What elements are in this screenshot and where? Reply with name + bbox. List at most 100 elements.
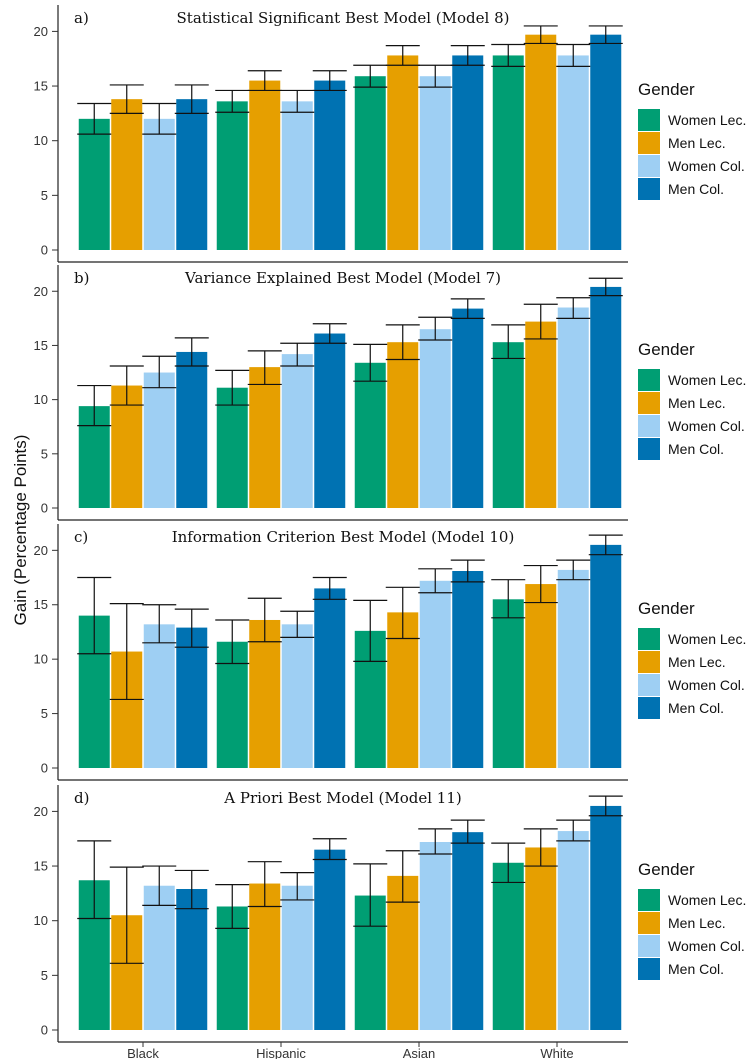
error-bar [109, 603, 144, 701]
error-bar [385, 45, 420, 66]
error-bar [312, 576, 347, 600]
panel-title: A Priori Best Model (Model 11) [223, 789, 461, 807]
y-tick-label: 5 [41, 968, 48, 983]
panel-title: Statistical Significant Best Model (Mode… [177, 9, 510, 27]
bar [216, 387, 248, 508]
bar [111, 385, 143, 508]
error-bar [353, 343, 388, 382]
chart-panel: 0 5 10 15 20 b) Variance Explained Best Model … [34, 265, 628, 521]
legend-swatch [638, 674, 660, 696]
error-bar [523, 564, 558, 604]
legend-title: Gender [638, 340, 695, 359]
bar [143, 118, 175, 250]
bar [590, 286, 622, 508]
bar [281, 354, 313, 508]
legend: Gender Women Lec. Men Lec. Women Col. Men Co… [638, 340, 746, 460]
panel-letter: a) [74, 9, 89, 27]
bar [281, 885, 313, 1030]
error-bar [174, 869, 209, 910]
error-bar [142, 604, 177, 644]
bar [525, 847, 557, 1030]
y-axis-label: Gain (Percentage Points) [11, 435, 30, 626]
legend-swatch [638, 109, 660, 131]
y-tick-label: 20 [34, 24, 48, 39]
error-bar [385, 324, 420, 361]
y-tick-label: 20 [34, 284, 48, 299]
bar [492, 55, 524, 250]
error-bar [385, 850, 420, 903]
legend: Gender Women Lec. Men Lec. Women Col. Men Co… [638, 80, 746, 200]
chart-panel: 0 5 10 15 20 a) Statistical Significant Best M… [34, 5, 628, 263]
error-bar [523, 303, 558, 340]
legend-label: Women Lec. [668, 112, 746, 128]
bar [452, 55, 484, 250]
error-bar [312, 838, 347, 861]
bar [249, 80, 281, 251]
legend-title: Gender [638, 860, 695, 879]
bar [387, 342, 419, 508]
error-bar [109, 84, 144, 114]
y-tick-label: 15 [34, 338, 48, 353]
bar [249, 619, 281, 768]
bar [557, 569, 589, 768]
error-bar [491, 43, 526, 67]
error-bar [174, 84, 209, 114]
error-bar [280, 872, 315, 901]
bar [525, 34, 557, 250]
error-bar [385, 586, 420, 640]
error-bar [491, 579, 526, 619]
bar [281, 624, 313, 768]
bar [452, 571, 484, 768]
error-bar [215, 619, 250, 665]
chart-panel: 0 5 10 15 20 c) Information Criterion Best Mod… [34, 524, 628, 781]
bar [143, 372, 175, 508]
legend-swatch [638, 369, 660, 391]
legend-swatch [638, 651, 660, 673]
error-bar [280, 342, 315, 367]
category-labels: Black Hispanic Asian White [127, 1042, 574, 1059]
y-tick-label: 5 [41, 446, 48, 461]
legend-label: Men Col. [668, 700, 724, 716]
legend-swatch [638, 438, 660, 460]
legend-swatch [638, 132, 660, 154]
legend-swatch [638, 415, 660, 437]
y-tick-label: 15 [34, 79, 48, 94]
panels: 0 5 10 15 20 a) Statistical Significant Best M… [34, 5, 628, 1043]
error-bar [77, 576, 112, 655]
bar [111, 99, 143, 251]
legend-label: Men Col. [668, 441, 724, 457]
chart-panel: 0 5 10 15 20 d) A Priori Best Model (Model 11) [34, 785, 628, 1043]
error-bar [312, 70, 347, 92]
error-bar [450, 819, 485, 844]
x-tick-label: White [540, 1046, 573, 1059]
bar [557, 307, 589, 508]
legend-label: Men Lec. [668, 395, 726, 411]
legend-swatch [638, 697, 660, 719]
bar [590, 805, 622, 1030]
legend-title: Gender [638, 80, 695, 99]
error-bar [418, 828, 453, 855]
error-bar [215, 369, 250, 406]
error-bar [523, 25, 558, 45]
panel-title: Information Criterion Best Model (Model … [172, 528, 515, 546]
error-bar [353, 599, 388, 662]
bar [216, 101, 248, 250]
y-tick-label: 15 [34, 859, 48, 874]
bar [176, 351, 208, 508]
bar [419, 329, 451, 508]
bar [492, 862, 524, 1030]
y-tick-label: 15 [34, 597, 48, 612]
error-bar [215, 884, 250, 929]
bar [176, 627, 208, 768]
bar [525, 321, 557, 508]
bar [249, 367, 281, 508]
error-bar [588, 534, 623, 556]
error-bar [280, 610, 315, 638]
legend-label: Women Lec. [668, 892, 746, 908]
panel-title: Variance Explained Best Model (Model 7) [184, 269, 501, 287]
y-tick-label: 0 [41, 501, 48, 516]
y-tick-label: 10 [34, 133, 48, 148]
bar [314, 849, 346, 1030]
error-bar [418, 568, 453, 594]
legend: Gender Women Lec. Men Lec. Women Col. Men Co… [638, 599, 746, 719]
